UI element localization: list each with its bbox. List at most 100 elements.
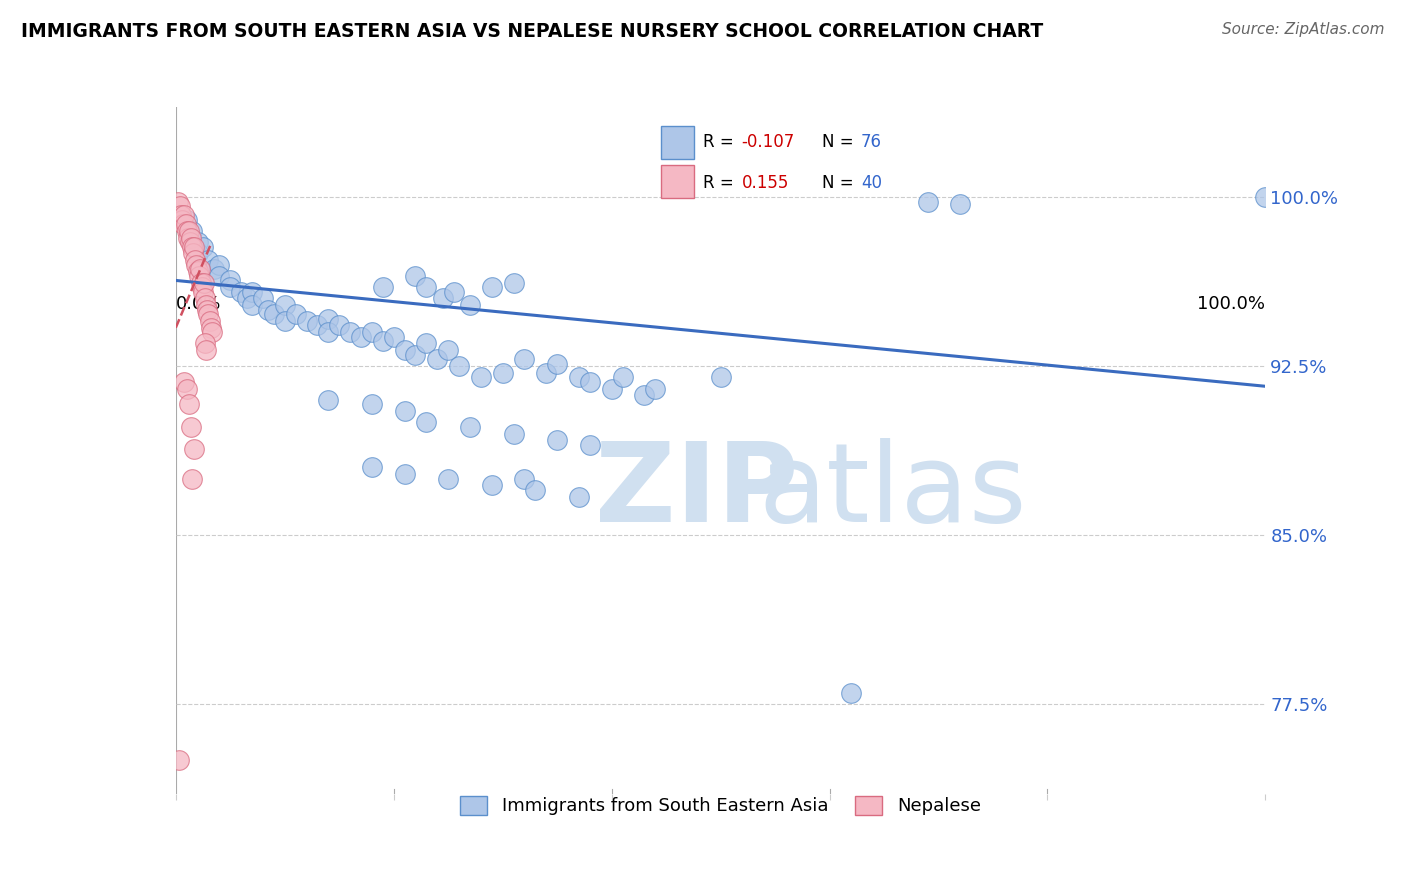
Point	[274, 314, 297, 328]
Point	[633, 388, 655, 402]
Point	[184, 253, 207, 268]
Point	[179, 235, 201, 249]
Point	[167, 194, 190, 209]
Point	[546, 357, 568, 371]
Point	[263, 307, 285, 321]
Point	[186, 246, 209, 260]
Point	[841, 685, 863, 699]
Point	[172, 217, 194, 231]
Point	[186, 264, 209, 278]
Point	[173, 375, 195, 389]
Point	[257, 302, 280, 317]
Point	[492, 366, 515, 380]
Point	[198, 314, 221, 328]
Text: N =: N =	[823, 133, 859, 152]
Point	[371, 280, 394, 294]
Point	[502, 426, 524, 441]
Point	[437, 343, 460, 358]
Text: R =: R =	[703, 174, 744, 192]
FancyBboxPatch shape	[661, 165, 695, 198]
Text: Source: ZipAtlas.com: Source: ZipAtlas.com	[1222, 22, 1385, 37]
Point	[191, 280, 214, 294]
Point	[502, 276, 524, 290]
Point	[231, 285, 253, 299]
Point	[394, 404, 416, 418]
Text: 100.0%: 100.0%	[1198, 294, 1265, 312]
Point	[201, 325, 224, 339]
Point	[197, 307, 219, 321]
Point	[208, 258, 231, 272]
Point	[183, 442, 205, 457]
Point	[568, 490, 591, 504]
Text: -0.107: -0.107	[741, 133, 794, 152]
Point	[176, 382, 198, 396]
Point	[350, 330, 373, 344]
Point	[524, 483, 547, 497]
Point	[200, 320, 222, 334]
Point	[415, 415, 437, 429]
Point	[318, 325, 340, 339]
Point	[194, 336, 217, 351]
Point	[240, 298, 263, 312]
Point	[219, 280, 242, 294]
Point	[191, 285, 214, 299]
Point	[181, 472, 204, 486]
Point	[318, 392, 340, 407]
Point	[568, 370, 591, 384]
Point	[307, 318, 329, 333]
Point	[710, 370, 733, 384]
Point	[644, 382, 666, 396]
Point	[167, 753, 190, 767]
Point	[180, 230, 202, 244]
Point	[173, 208, 195, 222]
Point	[579, 438, 602, 452]
Point	[600, 382, 623, 396]
Point	[195, 302, 218, 317]
Text: 76: 76	[860, 133, 882, 152]
Point	[186, 235, 209, 249]
Point	[426, 352, 449, 367]
Point	[437, 472, 460, 486]
Point	[513, 472, 536, 486]
Point	[195, 298, 218, 312]
Point	[177, 397, 200, 411]
Point	[177, 230, 200, 244]
Point	[252, 292, 274, 306]
Point	[181, 224, 204, 238]
Point	[579, 375, 602, 389]
Point	[546, 434, 568, 448]
Point	[405, 348, 427, 362]
Point	[1254, 190, 1277, 204]
Point	[481, 280, 503, 294]
Point	[194, 292, 217, 306]
Point	[360, 460, 382, 475]
Legend: Immigrants from South Eastern Asia, Nepalese: Immigrants from South Eastern Asia, Nepa…	[453, 789, 988, 822]
Point	[382, 330, 405, 344]
Point	[328, 318, 350, 333]
Point	[190, 276, 212, 290]
Point	[534, 366, 557, 380]
Point	[949, 197, 972, 211]
Point	[176, 224, 198, 238]
Text: N =: N =	[823, 174, 859, 192]
Point	[917, 194, 939, 209]
Text: atlas: atlas	[759, 438, 1028, 545]
Point	[235, 292, 257, 306]
Point	[513, 352, 536, 367]
Point	[202, 262, 225, 277]
Text: R =: R =	[703, 133, 738, 152]
Point	[181, 240, 204, 254]
Point	[195, 343, 218, 358]
Point	[394, 343, 416, 358]
Point	[181, 246, 204, 260]
Text: ZIP: ZIP	[595, 438, 799, 545]
Point	[394, 467, 416, 482]
Point	[219, 273, 242, 287]
Point	[470, 370, 492, 384]
Point	[481, 478, 503, 492]
Point	[188, 262, 211, 277]
Point	[183, 240, 205, 254]
Point	[612, 370, 634, 384]
Point	[415, 336, 437, 351]
Text: IMMIGRANTS FROM SOUTH EASTERN ASIA VS NEPALESE NURSERY SCHOOL CORRELATION CHART: IMMIGRANTS FROM SOUTH EASTERN ASIA VS NE…	[21, 22, 1043, 41]
